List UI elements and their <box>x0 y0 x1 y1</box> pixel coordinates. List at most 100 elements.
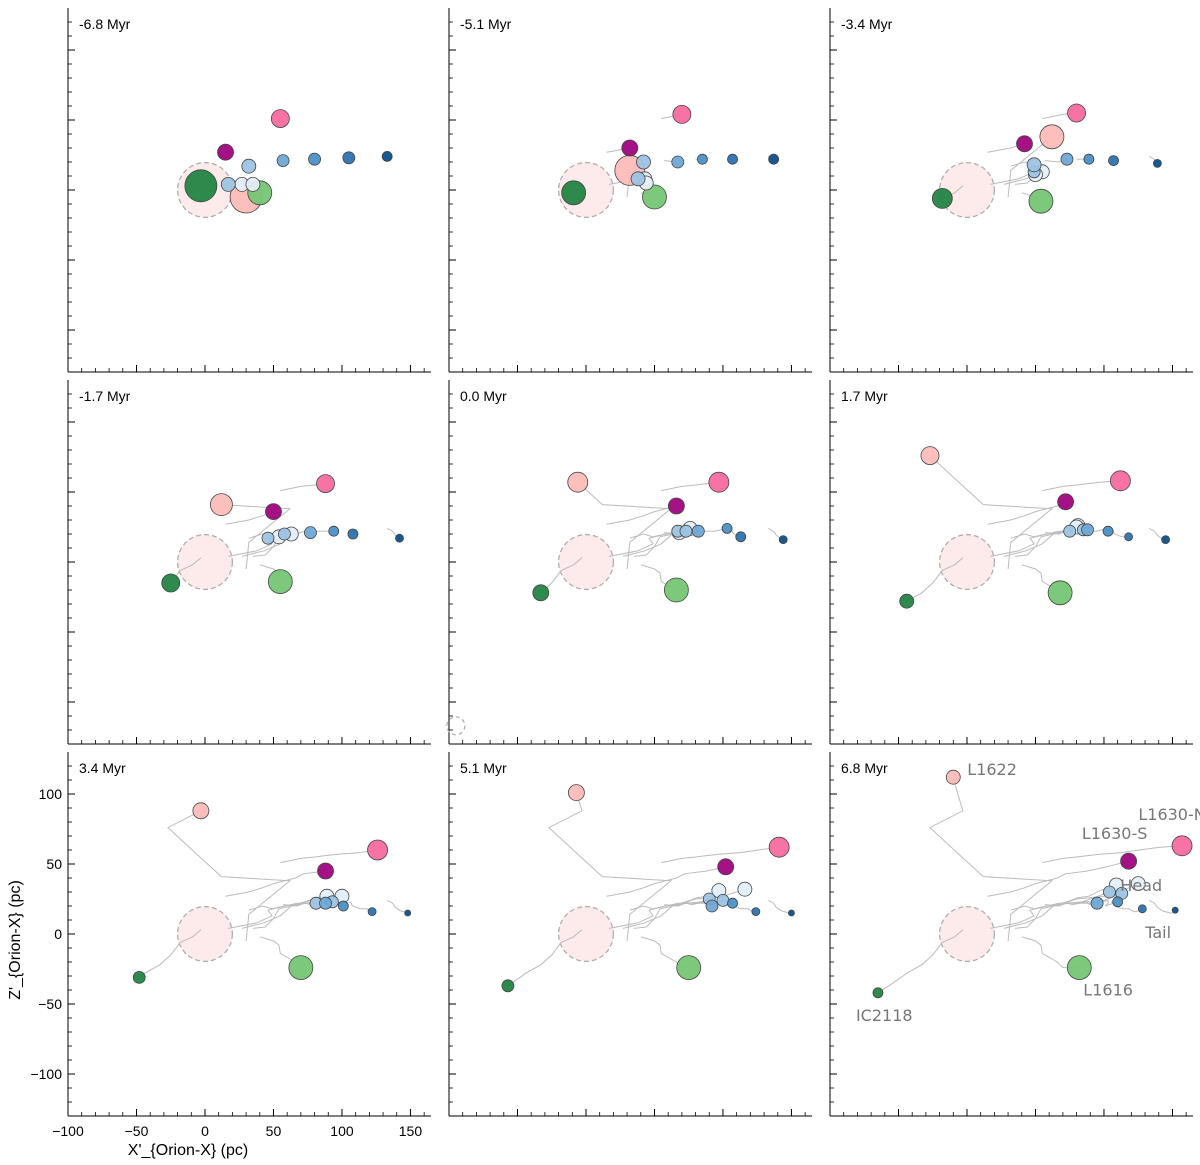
cloud-label-ic2118: IC2118 <box>856 1006 913 1025</box>
point-mid-3 <box>1081 523 1094 537</box>
trajectory-line <box>633 532 680 557</box>
point-tail-1 <box>1112 896 1124 908</box>
time-label: -5.1 Myr <box>460 16 512 32</box>
point-tail-1 <box>308 152 321 166</box>
point-tail <box>1161 535 1171 544</box>
trajectory-line <box>228 902 316 929</box>
point-mid-1 <box>220 176 236 192</box>
point-l1630-n <box>768 836 790 858</box>
point-l1622 <box>210 493 233 517</box>
point-tail <box>1152 158 1162 168</box>
trajectory-line <box>633 888 746 929</box>
point-mid-3 <box>1090 896 1104 910</box>
scale-circle <box>446 716 466 736</box>
x-tick-label: 0 <box>201 1123 209 1139</box>
trajectory-line <box>280 849 378 864</box>
point-head-2 <box>245 176 261 192</box>
trajectory-line <box>609 898 710 929</box>
point-tail <box>1171 906 1179 914</box>
y-tick-label: 100 <box>39 786 63 802</box>
point-tail-2 <box>342 151 356 165</box>
point-mid-3 <box>705 899 719 913</box>
point-tail <box>381 150 393 162</box>
point-tail-2 <box>735 531 747 543</box>
time-label: -1.7 Myr <box>79 388 131 404</box>
point-mid-2 <box>1026 157 1042 173</box>
point-mid-3 <box>276 154 290 168</box>
point-l1630-s <box>265 503 282 521</box>
point-ic2118 <box>872 987 884 999</box>
point-mid-2 <box>278 527 291 541</box>
point-mid-2 <box>241 158 257 174</box>
point-tail <box>778 535 788 544</box>
point-ic2118 <box>931 187 953 209</box>
point-ic2118 <box>561 180 587 206</box>
cloud-label-l1630-n: L1630-N <box>1138 805 1200 824</box>
panel-8: 5.1 Myr <box>448 752 812 1117</box>
reference-circle <box>176 534 233 590</box>
trajectory-line <box>225 870 326 897</box>
time-label: 6.8 Myr <box>841 760 888 776</box>
point-tail-2 <box>1124 532 1134 542</box>
point-mid-3 <box>304 526 317 539</box>
trajectory-line <box>606 866 726 897</box>
y-tick-label: 0 <box>54 926 62 942</box>
reference-circle <box>557 534 614 590</box>
point-l1630-s <box>317 862 334 880</box>
point-tail-2 <box>1137 904 1147 914</box>
point-l1630-s <box>217 143 234 161</box>
trajectory-line <box>877 929 964 994</box>
reference-circle <box>938 906 995 962</box>
point-tail-1 <box>337 900 349 912</box>
trajectory-line <box>221 504 292 570</box>
point-tail-2 <box>1108 155 1119 167</box>
point-tail-1 <box>1083 153 1095 165</box>
x-tick-label: −100 <box>52 1123 84 1139</box>
point-l1630-n <box>672 105 692 124</box>
y-tick-label: −50 <box>38 996 62 1012</box>
point-tail-2 <box>347 528 359 540</box>
point-l1622 <box>192 802 210 820</box>
point-l1630-n <box>270 109 290 128</box>
y-axis-title: Z'_{Orion-X} (pc) <box>7 880 24 1000</box>
point-ic2118 <box>532 584 550 602</box>
trajectory-line <box>990 891 1110 929</box>
point-mid-3 <box>1060 152 1074 166</box>
point-mid-3 <box>319 896 332 910</box>
point-l1630-s <box>667 497 685 515</box>
reference-circle <box>938 162 995 218</box>
point-l1622 <box>567 471 589 493</box>
point-l1616 <box>1047 580 1073 606</box>
x-tick-label: −50 <box>125 1123 149 1139</box>
trajectory-line <box>1042 845 1183 864</box>
point-l1630-s <box>621 139 639 157</box>
point-tail <box>788 909 795 917</box>
trajectory-line <box>929 777 1054 942</box>
panel-4: -1.7 Myr <box>67 380 431 745</box>
point-tail <box>395 533 404 543</box>
cloud-label-head: Head <box>1120 876 1162 895</box>
point-mid-2 <box>679 524 693 538</box>
trajectory-line <box>138 929 202 978</box>
y-tick-label: −100 <box>30 1066 62 1082</box>
point-l1630-n <box>1067 103 1086 123</box>
trajectory-line <box>1148 899 1176 914</box>
panel-5: 0.0 Myr <box>446 380 812 745</box>
point-l1616 <box>663 577 689 603</box>
trajectory-line <box>548 792 673 942</box>
point-l1616 <box>1066 955 1092 980</box>
time-label: -6.8 Myr <box>79 16 131 32</box>
reference-circle <box>557 906 614 962</box>
point-tail-1 <box>328 525 340 537</box>
panel-1: -6.8 Myr <box>67 8 431 373</box>
panel-7: −100 −50 0 50 100 150 −100 −50 0 50 100 3.4 Myr <box>30 752 431 1139</box>
point-l1630-n <box>708 471 730 493</box>
point-tail-1 <box>697 153 708 165</box>
point-mid-1 <box>1103 885 1116 899</box>
x-tick-label: 150 <box>399 1123 423 1139</box>
trajectory-line <box>906 557 964 602</box>
point-tail-1 <box>1102 525 1114 537</box>
panel-2: -5.1 Myr <box>448 8 812 373</box>
trajectory-line <box>1007 136 1053 198</box>
